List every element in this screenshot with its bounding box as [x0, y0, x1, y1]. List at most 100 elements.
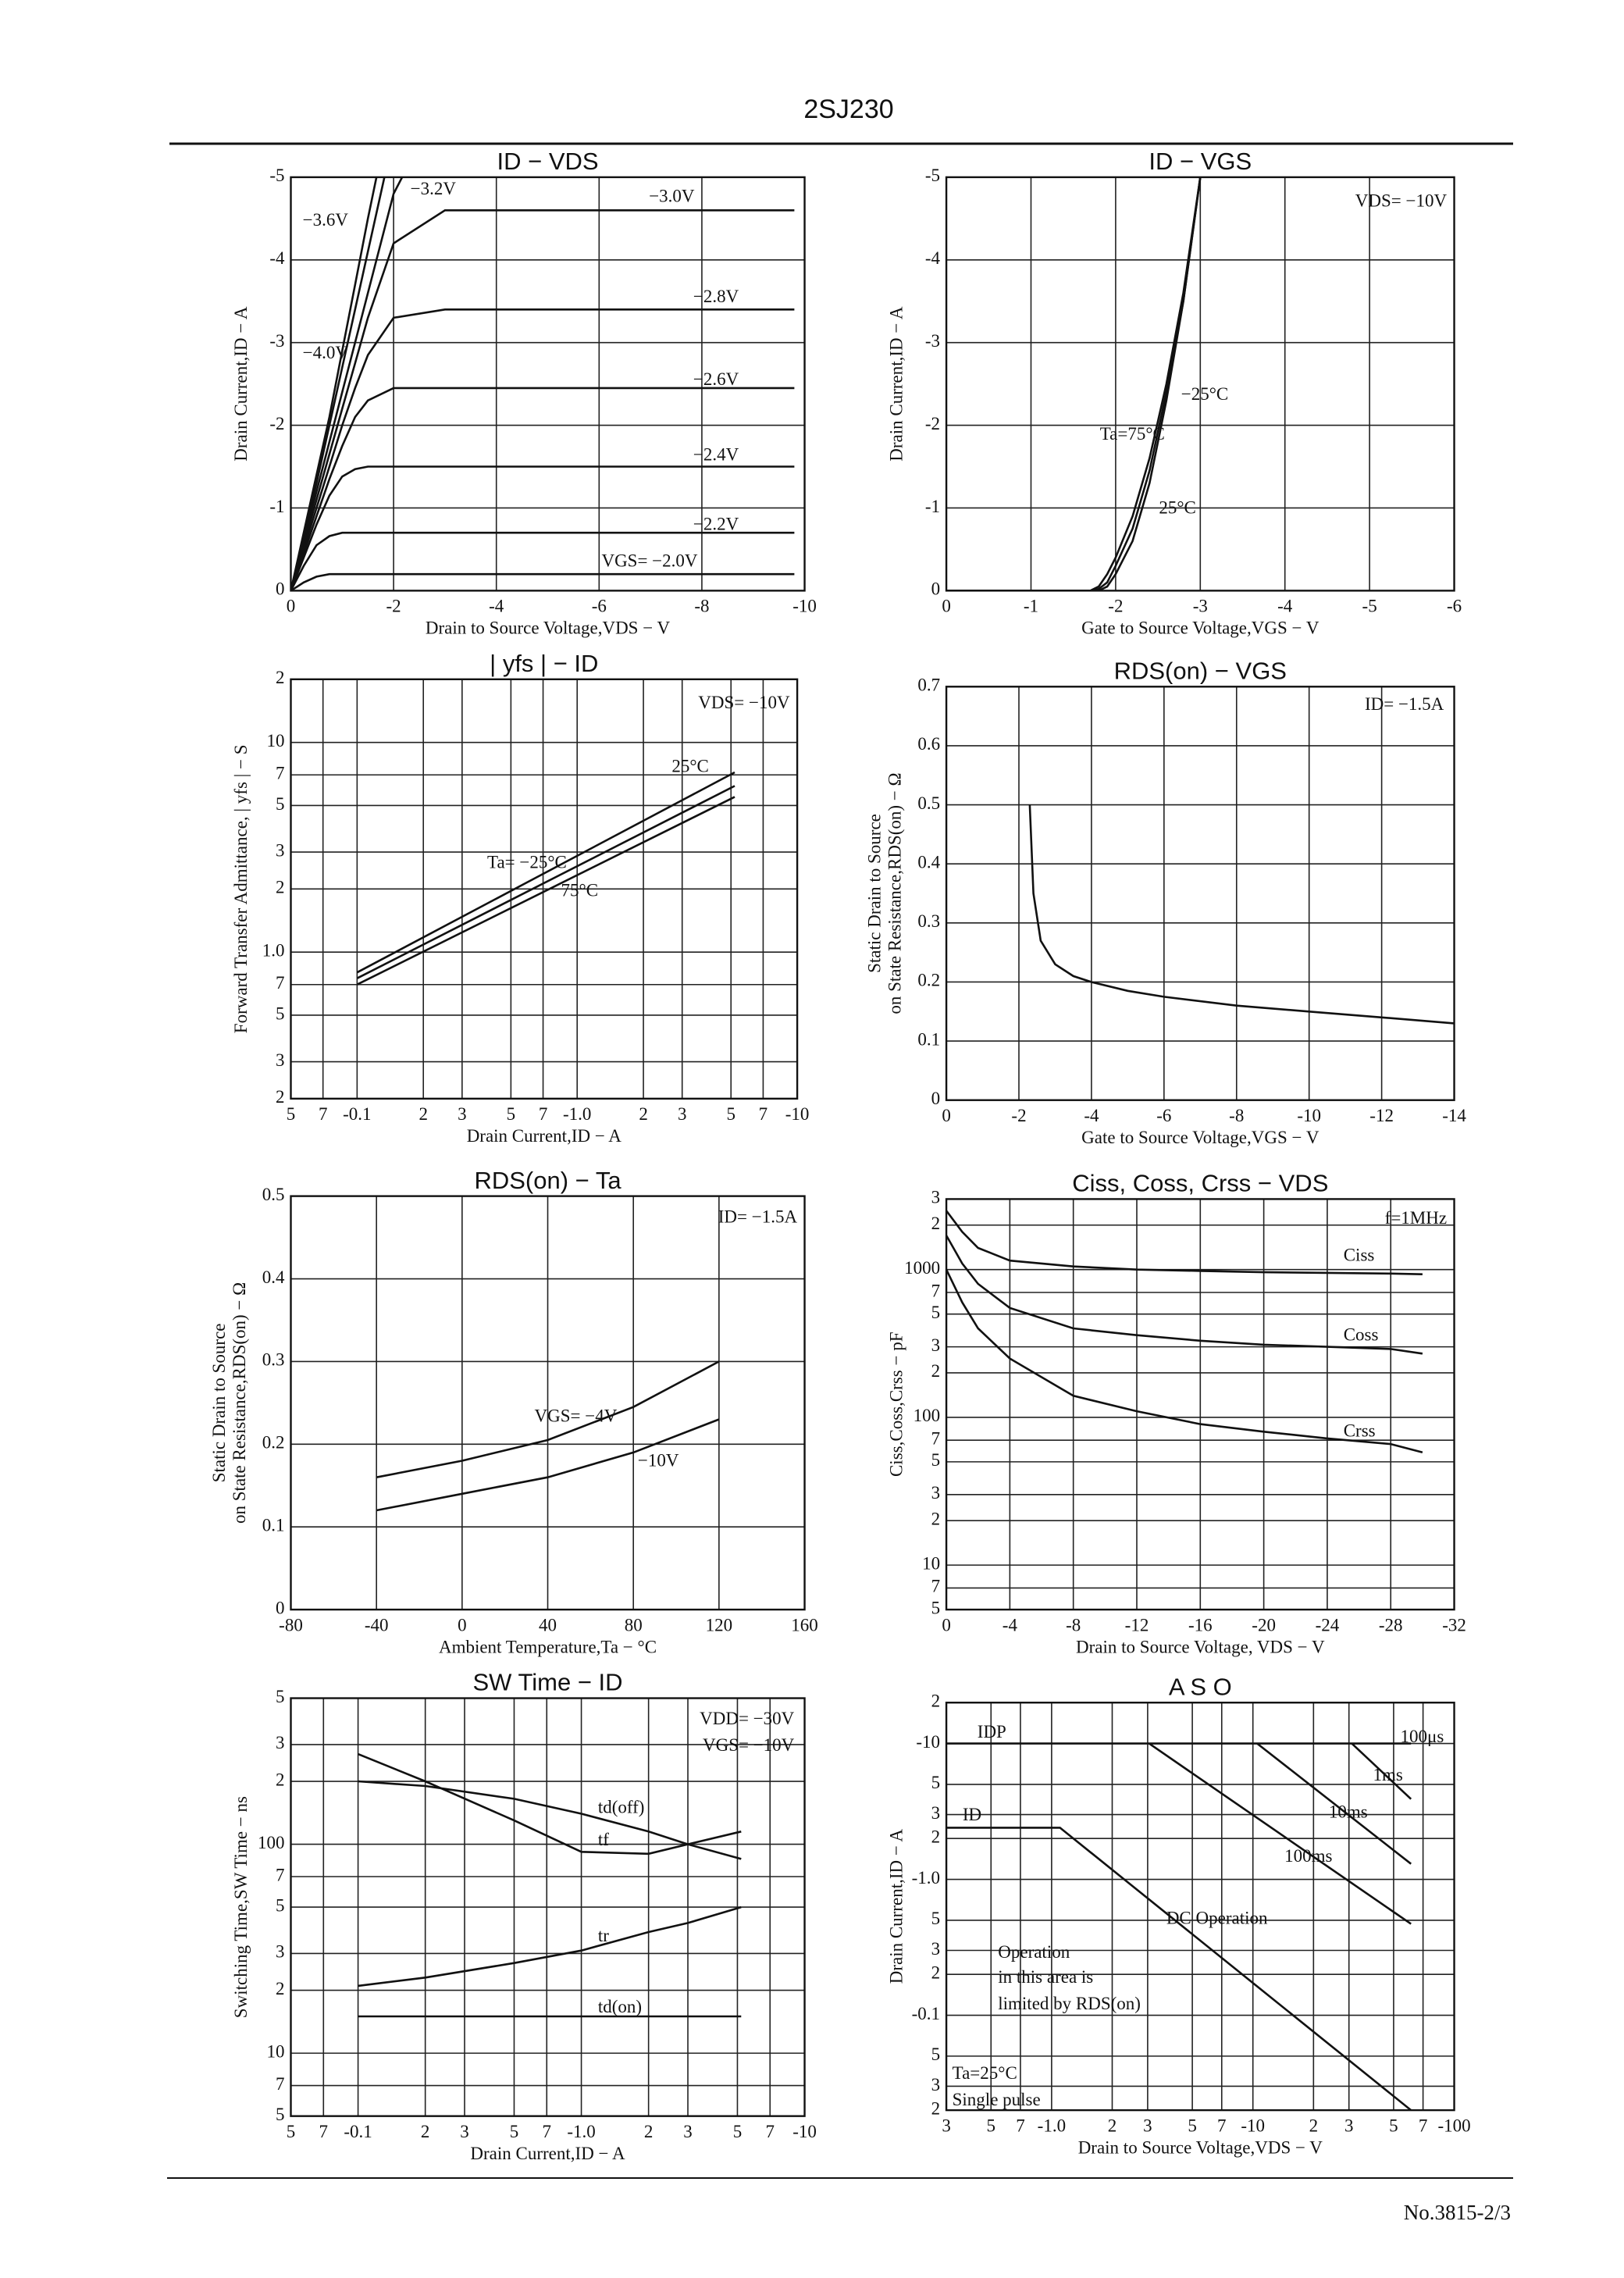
y-tick-label: 7: [276, 1865, 285, 1884]
x-tick-label: 2: [1309, 2116, 1319, 2135]
y-tick-label: 7: [276, 2074, 285, 2094]
x-tick-label: -10: [1297, 1106, 1321, 1125]
y-tick-label: 3: [276, 1050, 285, 1070]
series-label: Ta=75°C: [1100, 424, 1165, 444]
y-tick-label: 0.6: [917, 734, 940, 754]
series-label: VGS= −4V: [535, 1406, 618, 1426]
y-tick-label: 10: [922, 1553, 940, 1573]
x-tick-label: -1.0: [567, 2122, 595, 2141]
curve: [290, 531, 795, 591]
curve: [358, 1752, 742, 1856]
series-label: tf: [598, 1830, 609, 1849]
plot-area: [358, 1752, 742, 2018]
plot-area: [356, 771, 735, 986]
y-tick-label: 2: [276, 668, 285, 687]
curve: [356, 771, 735, 974]
y-tick-label: -10: [916, 1732, 940, 1752]
plot-area: [290, 176, 795, 591]
y-tick-label: 10: [267, 731, 285, 750]
y-tick-label: 3: [931, 1803, 941, 1823]
y-tick-label: 10: [267, 2041, 285, 2061]
x-tick-label: 2: [421, 2122, 430, 2141]
chart-title: | yfs | − ID: [490, 650, 598, 677]
plot-area: [946, 1742, 1412, 2111]
y-tick-label: 7: [276, 973, 285, 993]
y-tick-label: 7: [276, 764, 285, 783]
x-axis-label: Gate to Source Voltage,VGS − V: [1081, 1128, 1320, 1147]
x-tick-label: -14: [1442, 1106, 1466, 1125]
x-tick-label: -10: [792, 597, 817, 616]
series-label: DC Operation: [1166, 1908, 1268, 1927]
x-tick-label: 5: [287, 2122, 296, 2141]
series-label: 1ms: [1373, 1765, 1403, 1784]
series-label: td(off): [598, 1798, 645, 1817]
x-tick-label: 2: [639, 1104, 648, 1124]
annotation: VGS= −10V: [703, 1735, 795, 1755]
x-tick-label: -4: [489, 597, 504, 616]
y-tick-label: 2: [276, 878, 285, 897]
y-tick-label: -4: [269, 248, 285, 268]
series-label: −2.2V: [693, 514, 739, 533]
curve: [290, 308, 795, 591]
y-tick-label: 7: [931, 1577, 941, 1596]
y-tick-label: 1000: [904, 1258, 940, 1278]
x-tick-label: 0: [458, 1615, 467, 1635]
curve: [946, 1235, 1423, 1355]
plot-frame: [945, 1198, 1455, 1611]
y-tick-label: -0.1: [912, 2004, 940, 2023]
y-tick-label: 0.1: [917, 1029, 940, 1049]
x-tick-label: -4: [1277, 597, 1293, 616]
x-axis-label: Drain to Source Voltage, VDS − V: [1076, 1637, 1325, 1656]
x-tick-label: 5: [1188, 2116, 1197, 2135]
x-tick-label: -3: [1193, 597, 1208, 616]
y-axis-label: Static Drain to Source: [209, 1323, 229, 1482]
x-axis-label: Gate to Source Voltage,VGS − V: [1081, 619, 1320, 638]
x-tick-label: -6: [1447, 597, 1462, 616]
x-tick-label: -8: [694, 597, 709, 616]
annotation: ID: [963, 1805, 981, 1824]
series-label: −2.6V: [693, 369, 739, 389]
chart-title: RDS(on) − VGS: [1114, 657, 1287, 684]
x-tick-label: 5: [510, 2122, 519, 2141]
y-tick-label: 0.4: [917, 852, 940, 872]
y-tick-label: 5: [276, 1687, 285, 1706]
series-label: Ciss: [1344, 1245, 1375, 1264]
curve: [946, 1269, 1423, 1453]
y-tick-label: 2: [931, 1827, 941, 1846]
y-tick-label: 0: [276, 1598, 285, 1617]
y-tick-label: 3: [276, 840, 285, 860]
y-axis-label: Ciss,Coss,Crss − pF: [886, 1332, 906, 1477]
x-tick-label: -0.1: [344, 2122, 372, 2141]
x-axis-label: Drain Current,ID − A: [467, 1126, 622, 1146]
y-tick-label: 0.5: [917, 793, 940, 813]
x-tick-label: -24: [1316, 1615, 1340, 1635]
series-label: tr: [598, 1926, 609, 1945]
series-label: VGS= −2.0V: [601, 551, 697, 571]
page-number: No.3815-2/3: [1404, 2201, 1511, 2224]
x-tick-label: -2: [1011, 1106, 1026, 1125]
x-tick-label: 40: [539, 1615, 557, 1635]
series-label: −3.6V: [303, 210, 349, 230]
series-label: −2.8V: [693, 287, 739, 306]
series-label: −3.2V: [411, 179, 457, 198]
plot-frame: [290, 1195, 806, 1611]
y-tick-label: 2: [931, 1214, 941, 1233]
x-tick-label: 7: [539, 1104, 548, 1124]
y-axis-label: on State Resistance,RDS(on) − Ω: [230, 1282, 249, 1524]
series-label: 10ms: [1329, 1802, 1368, 1821]
y-tick-label: 2: [931, 1691, 941, 1710]
y-tick-label: 2: [276, 1979, 285, 1998]
series-label: Ta= −25°C: [487, 852, 567, 872]
x-tick-label: -100: [1437, 2116, 1470, 2135]
y-tick-label: 5: [276, 1895, 285, 1915]
y-tick-label: 0.2: [917, 971, 940, 990]
x-tick-label: 5: [726, 1104, 735, 1124]
y-tick-label: 3: [931, 2075, 941, 2094]
x-tick-label: 120: [706, 1615, 733, 1635]
curve: [290, 209, 795, 591]
series-label: −3.0V: [649, 187, 695, 206]
x-tick-label: -20: [1252, 1615, 1276, 1635]
chart-title: ID − VDS: [497, 148, 598, 175]
y-axis-label: Drain Current,ID − A: [886, 1829, 906, 1984]
series-label: 25°C: [1159, 498, 1196, 518]
